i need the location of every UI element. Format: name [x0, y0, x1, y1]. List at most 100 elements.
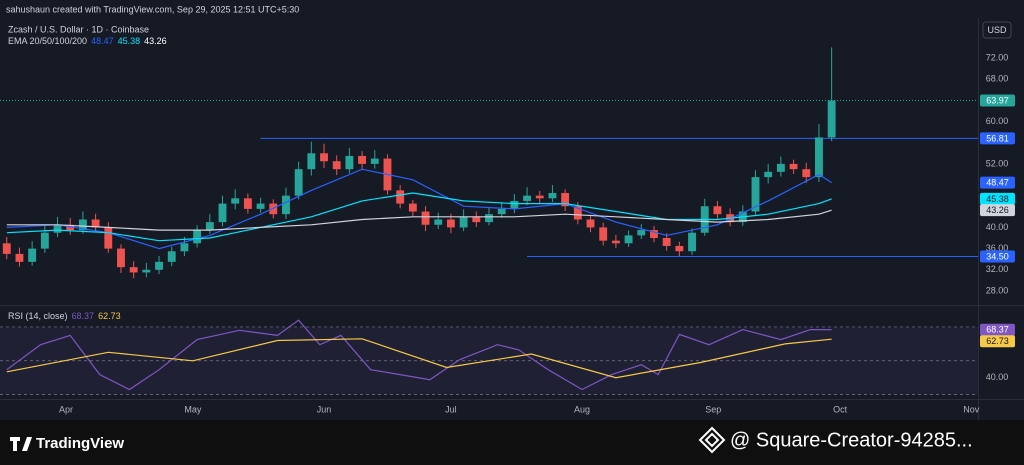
candle-body — [370, 158, 379, 164]
candle-body — [599, 227, 608, 241]
rsi-value-label: 62.73 — [986, 336, 1009, 346]
candle-body — [510, 200, 519, 209]
candle-body — [650, 230, 658, 239]
y-tick-label: 32.00 — [986, 264, 1009, 274]
candle-body — [40, 232, 49, 249]
last-price-label: 63.97 — [986, 95, 1009, 105]
candle-body — [713, 206, 722, 215]
candle-body — [332, 161, 341, 170]
candle-body — [421, 211, 430, 225]
rsi-value: 68.37 — [72, 311, 95, 321]
y-tick-label: 36.00 — [986, 243, 1009, 253]
ema-value-badge — [980, 176, 1015, 189]
watermark-text: @ Square-Creator-94285... — [730, 429, 973, 451]
candle-body — [662, 238, 671, 246]
candle-body — [586, 219, 595, 228]
candle-body — [637, 230, 646, 236]
candle-body — [218, 203, 227, 223]
candle-body — [396, 190, 405, 204]
brand-logo — [10, 437, 32, 451]
candle-body — [78, 219, 87, 231]
candle-body — [611, 240, 620, 244]
candle-body — [231, 198, 240, 204]
candle-body — [345, 155, 354, 170]
x-tick-label: Aug — [574, 404, 590, 414]
candle-body — [675, 245, 684, 252]
candle-body — [827, 100, 836, 138]
candle-body — [408, 203, 417, 212]
price-line-badge — [980, 132, 1015, 145]
x-tick-label: Nov — [963, 404, 980, 414]
candle-body — [117, 248, 125, 268]
candle-body — [472, 216, 481, 223]
candle-body — [91, 219, 100, 228]
price-line-label: 34.50 — [986, 251, 1009, 261]
candle-body — [256, 203, 265, 209]
rsi-value-label: 68.37 — [986, 325, 1009, 335]
y-tick-label: 40.00 — [986, 222, 1009, 232]
line — [6, 168, 832, 250]
x-tick-label: Jun — [317, 404, 332, 414]
candle-body — [815, 137, 823, 178]
candle-body — [446, 219, 455, 228]
x-tick-label: Sep — [705, 404, 721, 414]
candle-body — [776, 163, 785, 172]
indicator-value: 45.38 — [118, 36, 141, 46]
currency-button[interactable] — [982, 21, 1012, 39]
candle-body — [142, 269, 151, 273]
rsi-value: 62.73 — [98, 311, 121, 321]
brand: TradingView — [10, 435, 124, 452]
y-tick-label: 60.00 — [986, 116, 1009, 126]
candle-body — [320, 153, 328, 162]
candle-body — [104, 227, 113, 249]
ema-value-label: 45.38 — [986, 194, 1009, 204]
candle-body — [205, 222, 214, 231]
candle-body — [523, 195, 532, 201]
candle-body — [535, 195, 544, 199]
x-tick-label: May — [184, 404, 202, 414]
ema-value-label: 48.47 — [986, 177, 1009, 187]
line — [6, 209, 832, 231]
price-line-label: 56.81 — [986, 133, 1009, 143]
candle-body — [624, 235, 633, 244]
candle-body — [307, 153, 316, 170]
y-tick-label: 52.00 — [986, 158, 1009, 168]
x-tick-label: Jul — [445, 404, 457, 414]
candle-body — [15, 253, 24, 262]
candle-body — [155, 261, 163, 270]
candle-body — [434, 219, 443, 225]
candle-body — [485, 214, 493, 223]
ema-value-badge — [980, 192, 1015, 205]
candle-body — [53, 224, 62, 233]
candle-body — [497, 208, 506, 215]
candle-body — [180, 243, 189, 252]
candle-body — [548, 193, 557, 199]
y-tick-label: 28.00 — [986, 285, 1009, 295]
currency-label: USD — [987, 25, 1007, 35]
candle-body — [243, 198, 252, 209]
chart-title: Zcash / U.S. Dollar · 1D · Coinbase — [8, 24, 149, 34]
candle-body — [789, 163, 798, 170]
candle-body — [66, 224, 75, 231]
y-tick-label: 72.00 — [986, 52, 1009, 62]
candle-body — [167, 251, 176, 262]
rsi-label: RSI (14, close) — [8, 311, 68, 321]
ema-value-badge — [980, 204, 1015, 217]
candle-body — [358, 155, 367, 164]
candle-body — [802, 169, 811, 178]
candle-body — [688, 232, 696, 252]
candle-body — [129, 267, 138, 273]
line — [6, 338, 832, 379]
indicator-value: 48.47 — [91, 36, 114, 46]
last-price-badge — [980, 94, 1015, 107]
candle-body — [193, 230, 202, 244]
caption: sahushaun created with TradingView.com, … — [6, 4, 299, 14]
candle-body — [282, 195, 290, 215]
x-tick-label: Apr — [59, 404, 73, 414]
y-tick-label: 40.00 — [986, 372, 1009, 382]
candle-body — [2, 243, 11, 254]
rsi-value-badge — [980, 335, 1015, 348]
candle-body — [751, 177, 760, 212]
